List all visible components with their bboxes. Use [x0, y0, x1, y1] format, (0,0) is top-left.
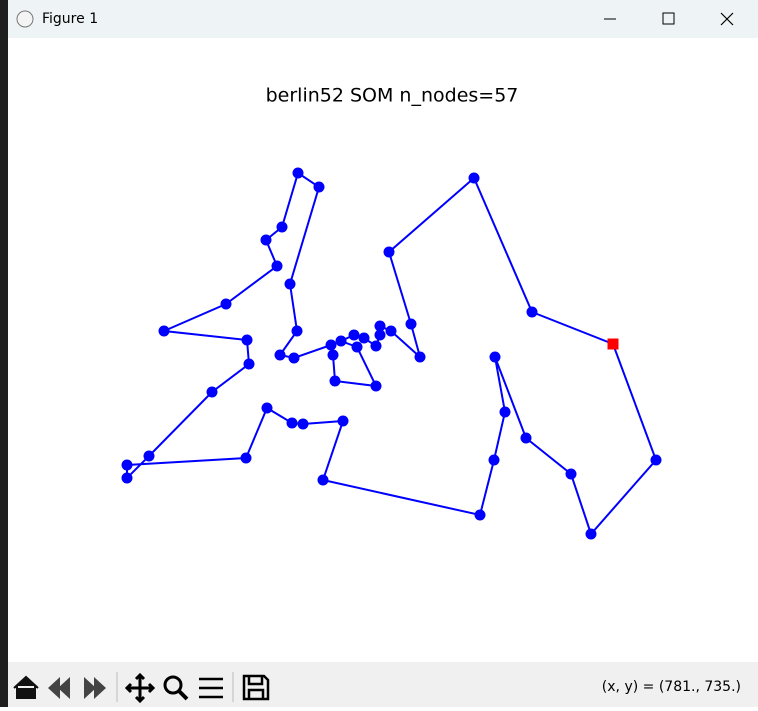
node — [374, 329, 386, 341]
node — [335, 335, 347, 347]
node — [206, 386, 218, 398]
node — [271, 260, 283, 272]
node — [468, 172, 480, 184]
node — [474, 509, 486, 521]
node — [585, 528, 597, 540]
forward-button[interactable] — [84, 677, 106, 699]
node — [276, 221, 288, 233]
save-button[interactable] — [242, 674, 270, 701]
node — [288, 352, 300, 364]
node — [405, 318, 417, 330]
node — [374, 320, 386, 332]
node — [370, 380, 382, 392]
node — [240, 452, 252, 464]
node — [121, 459, 133, 471]
node — [297, 418, 309, 430]
node — [370, 340, 382, 352]
node — [526, 306, 538, 318]
chart-title: berlin52 SOM n_nodes=57 — [266, 85, 519, 107]
node — [286, 417, 298, 429]
tour-line — [126, 171, 658, 536]
node — [337, 415, 349, 427]
close-button[interactable] — [720, 12, 734, 26]
node — [261, 402, 273, 414]
toolbar — [8, 662, 758, 707]
configure-button[interactable] — [199, 677, 223, 699]
zoom-button[interactable] — [163, 675, 183, 695]
node — [291, 325, 303, 337]
node — [327, 349, 339, 361]
node — [313, 181, 325, 193]
node — [241, 334, 253, 346]
node — [520, 432, 532, 444]
node — [243, 358, 255, 370]
node — [351, 341, 363, 353]
node — [383, 246, 395, 258]
app-icon — [16, 10, 34, 28]
pan-button[interactable] — [124, 672, 156, 704]
node — [329, 375, 341, 387]
home-button[interactable] — [13, 675, 39, 699]
node — [385, 325, 397, 337]
zoom-handle — [177, 689, 189, 701]
node — [317, 474, 329, 486]
node — [220, 298, 232, 310]
maximize-button[interactable] — [662, 12, 675, 25]
node — [274, 349, 286, 361]
window-title: Figure 1 — [42, 11, 98, 27]
node — [358, 332, 370, 344]
title-bar — [8, 0, 758, 38]
status-text: (x, y) = (781., 735.) — [602, 679, 741, 695]
node — [565, 468, 577, 480]
node — [325, 339, 337, 351]
plot — [121, 167, 662, 540]
node — [260, 234, 272, 246]
node — [650, 454, 662, 466]
node — [143, 450, 155, 462]
node — [489, 351, 501, 363]
desktop-edge — [0, 0, 8, 707]
node — [292, 167, 304, 179]
node — [121, 472, 133, 484]
node — [414, 351, 426, 363]
node — [284, 278, 296, 290]
node — [488, 454, 500, 466]
node — [348, 329, 360, 341]
back-button[interactable] — [48, 677, 70, 699]
node — [499, 406, 511, 418]
highlight-node — [607, 338, 619, 350]
node — [158, 325, 170, 337]
